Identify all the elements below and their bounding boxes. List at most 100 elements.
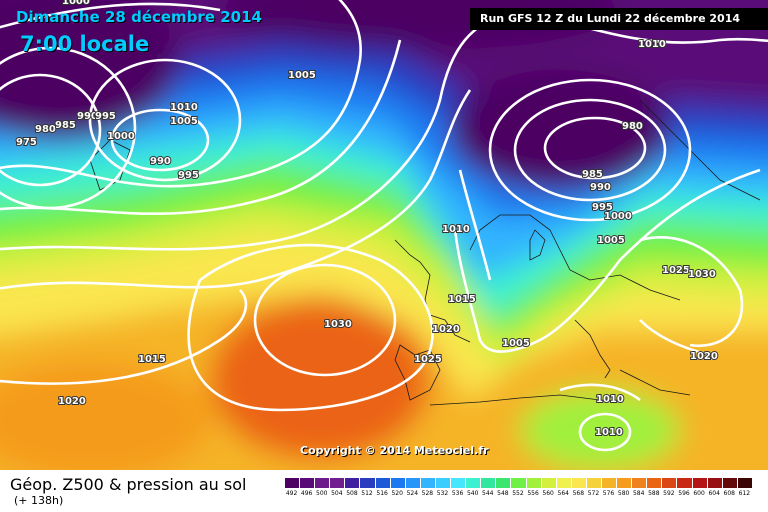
- isobar-label: 1025: [662, 265, 690, 276]
- legend-swatch: [676, 478, 692, 488]
- legend-swatch: [646, 478, 662, 488]
- map-footer: Géop. Z500 & pression au sol (+ 138h) 49…: [0, 470, 768, 512]
- legend-swatch: [284, 478, 300, 488]
- legend-swatch: [434, 478, 451, 488]
- legend-label: 540: [466, 490, 479, 497]
- legend-swatch: [389, 478, 405, 488]
- legend-label: 564: [557, 490, 569, 497]
- legend-label: 508: [346, 490, 358, 497]
- isobar-label: 1010: [170, 102, 198, 113]
- legend-swatch: [374, 478, 390, 488]
- isobar-label: 995: [178, 170, 199, 181]
- isobar-label: 1005: [502, 338, 530, 349]
- isobar-label: 1010: [638, 39, 666, 50]
- forecast-local-time: 7:00 locale: [20, 32, 150, 56]
- legend-label: 592: [663, 490, 675, 497]
- legend-label: 504: [331, 490, 343, 497]
- color-legend: 492 496 500 504 508 512 516 520 524 528 532 536 540 5…: [284, 478, 752, 508]
- legend-label: 612: [738, 490, 751, 497]
- legend-label: 536: [451, 490, 464, 497]
- isobar-label: 1000: [62, 0, 90, 7]
- legend-label: 548: [497, 490, 509, 497]
- isobar-label: 975: [16, 137, 37, 148]
- legend-label: 512: [361, 490, 373, 497]
- map-graphic: 1000 975 980 985 990 995 1000 1005 1010 …: [0, 0, 768, 470]
- isobar-label: 1010: [442, 224, 470, 235]
- legend-swatch: [631, 478, 647, 488]
- isobar-label: 990: [590, 182, 611, 193]
- copyright-text: Copyright © 2014 Meteociel.fr: [300, 444, 489, 457]
- legend-swatch: [661, 478, 677, 488]
- forecast-date: Dimanche 28 décembre 2014: [16, 8, 262, 26]
- legend-swatch: [510, 478, 526, 488]
- isobar-label: 1015: [448, 294, 476, 305]
- isobar-label: 1005: [170, 116, 198, 127]
- legend-label: 600: [693, 490, 705, 497]
- geopotential-field: [0, 0, 768, 470]
- isobar-label: 1005: [597, 235, 625, 246]
- legend-swatch: [344, 478, 360, 488]
- legend-swatch: [404, 478, 420, 488]
- isobar-label: 1000: [107, 131, 135, 142]
- isobar-label: 1000: [604, 211, 632, 222]
- legend-swatch: [600, 478, 617, 488]
- legend-label: 596: [678, 490, 690, 497]
- legend-swatch: [540, 478, 556, 488]
- legend-label: 588: [648, 490, 660, 497]
- legend-label: 576: [602, 490, 615, 497]
- legend-label: 528: [421, 490, 434, 497]
- isobar-label: 995: [592, 202, 613, 213]
- legend-label: 516: [376, 490, 388, 497]
- isobar-label: 1030: [324, 319, 352, 330]
- isobar-label: 995: [95, 111, 116, 122]
- legend-labels: 492 496 500 504 508 512 516 520 524 528 532 536 540 5…: [284, 490, 752, 497]
- isobar-label: 1020: [690, 351, 718, 362]
- coastlines: [89, 99, 761, 406]
- isobar-label: 985: [582, 169, 603, 180]
- legend-label: 552: [512, 490, 524, 497]
- legend-swatch: [736, 478, 752, 488]
- isobar-label: 1010: [596, 394, 624, 405]
- legend-swatch: [585, 478, 601, 488]
- legend-swatch: [465, 478, 481, 488]
- model-run-info: Run GFS 12 Z du Lundi 22 décembre 2014: [470, 8, 768, 30]
- legend-swatch: [616, 478, 632, 488]
- legend-label: 524: [406, 490, 419, 497]
- legend-label: 580: [617, 490, 630, 497]
- legend-label: 556: [527, 490, 539, 497]
- legend-swatch: [314, 478, 330, 488]
- legend-label: 568: [572, 490, 585, 497]
- isobar-label: 1015: [138, 354, 166, 365]
- legend-swatch: [691, 478, 707, 488]
- legend-swatch: [495, 478, 511, 488]
- isobar-label: 1005: [288, 70, 316, 81]
- isobar-label: 1020: [432, 324, 460, 335]
- legend-swatch: [706, 478, 722, 488]
- legend-swatch: [525, 478, 541, 488]
- isobar-label: 990: [150, 156, 171, 167]
- legend-swatch: [480, 478, 496, 488]
- isobar-label: 1025: [414, 354, 442, 365]
- legend-swatch: [570, 478, 586, 488]
- isobar-label: 1010: [595, 427, 623, 438]
- legend-swatch: [329, 478, 345, 488]
- legend-label: 584: [632, 490, 645, 497]
- legend-swatches: [284, 478, 752, 488]
- legend-swatch: [721, 478, 737, 488]
- legend-label: 532: [436, 490, 449, 497]
- isobar-label: 1030: [688, 269, 716, 280]
- isobar-label: 980: [35, 124, 56, 135]
- lead-time: (+ 138h): [14, 494, 64, 507]
- isobar-label: 990: [77, 111, 98, 122]
- legend-swatch: [555, 478, 571, 488]
- legend-swatch: [419, 478, 435, 488]
- legend-label: 572: [587, 490, 600, 497]
- legend-label: 520: [391, 490, 403, 497]
- legend-label: 560: [542, 490, 554, 497]
- legend-label: 544: [482, 490, 494, 497]
- legend-swatch: [299, 478, 315, 488]
- isobar-labels: 1000 975 980 985 990 995 1000 1005 1010 …: [15, 0, 719, 439]
- legend-label: 604: [708, 490, 720, 497]
- isobar-label: 980: [622, 121, 643, 132]
- isobar-label: 1020: [58, 396, 86, 407]
